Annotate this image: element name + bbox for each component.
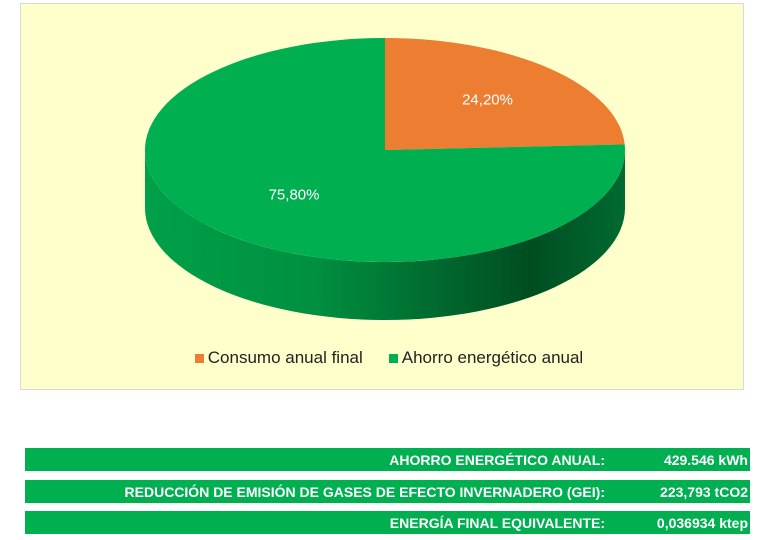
legend-label: Ahorro energético anual [401, 348, 584, 367]
pie-data-label: 75,80% [269, 187, 320, 204]
summary-label: REDUCCIÓN DE EMISIÓN DE GASES DE EFECTO … [124, 483, 605, 500]
pie-chart: 24,20% 75,80% [145, 38, 626, 320]
summary-row-ahorro: AHORRO ENERGÉTICO ANUAL: 429.546 kWh [25, 448, 750, 471]
summary-value: 0,036934 ktep [656, 514, 748, 531]
legend-swatch-orange [194, 353, 204, 363]
legend-item-ahorro: Ahorro energético anual [388, 348, 584, 368]
legend-item-consumo: Consumo anual final [194, 348, 363, 368]
summary-label: ENERGÍA FINAL EQUIVALENTE: [389, 514, 605, 531]
summary-row-energia: ENERGÍA FINAL EQUIVALENTE: 0,036934 ktep [25, 511, 750, 534]
pie-data-label: 24,20% [462, 92, 513, 109]
summary-value: 429.546 kWh [663, 451, 748, 468]
legend-label: Consumo anual final [207, 348, 363, 367]
summary-label: AHORRO ENERGÉTICO ANUAL: [389, 451, 605, 468]
pie-side-wall [145, 150, 625, 320]
pie-slice-consumo [385, 38, 625, 150]
pie-slice-ahorro [145, 38, 626, 262]
summary-row-gei: REDUCCIÓN DE EMISIÓN DE GASES DE EFECTO … [25, 480, 750, 503]
legend-swatch-green [388, 353, 398, 363]
chart-legend: Consumo anual final Ahorro energético an… [0, 348, 778, 368]
summary-value: 223,793 tCO2 [660, 483, 748, 500]
